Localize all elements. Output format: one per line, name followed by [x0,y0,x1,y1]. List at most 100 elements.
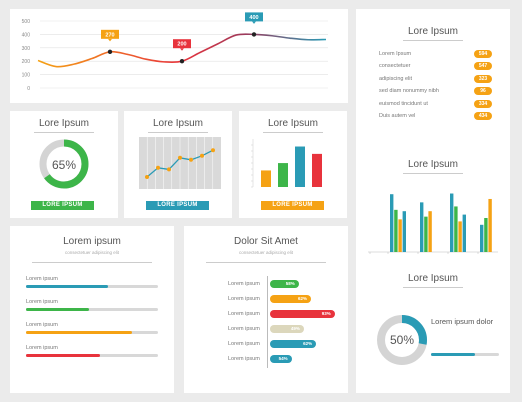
progress-item-label: Lorem ipsum [26,299,58,305]
list-item-label: adipiscing elit [379,75,413,82]
callout-pointer [108,38,112,42]
scatter-card-button[interactable]: LORE IPSUM [146,201,209,210]
bar-card-underline [263,132,323,133]
data-point [200,153,204,158]
progress-track [26,354,158,357]
top-line-chart-card: 500 400 300 200 100 0 270 200 400 [10,9,348,103]
dolor-row-label: Lorem ipsum [228,296,260,302]
bar [488,198,492,252]
bar [484,218,488,252]
progress-track [26,331,158,334]
list-item-value-badge: 334 [474,99,492,108]
list-card: Lore Ipsum Lorem Ipsum 594 consectetuer 547… [356,9,510,393]
data-point [211,148,215,153]
bar [394,209,398,252]
list-item-value-badge: 594 [474,50,492,58]
progress-track [26,285,158,288]
bar [424,216,428,252]
dolor-bar: 62% [270,295,312,303]
bar [450,193,454,252]
callout-box [173,39,191,49]
list-item-label: consectetuer [379,63,411,70]
bar [454,206,458,252]
progress-item-label: Lorem ipsum [26,276,58,282]
data-label: 200 [177,42,186,48]
donut-fill [39,139,89,189]
dolor-row-label: Lorem ipsum [228,326,260,332]
progress-fill [26,285,108,288]
y-tick-label: 500 [22,19,31,25]
progress-item-label: Lorem ipsum [26,322,58,328]
dolor-row-label: Lorem ipsum [228,311,260,317]
bar [458,221,462,252]
donut-card-title: Lore Ipsum [38,118,90,129]
bar [428,211,432,252]
bar [312,153,322,187]
grouped-card-title: Lore Ipsum [407,159,459,170]
bar-card-title: Lore Ipsum [267,118,319,129]
list-item-label: Duis autem vel [379,113,416,119]
bar [261,170,271,187]
ring-card-title: Lore Ipsum [407,273,459,284]
y-tick-label: 300 [22,46,31,52]
donut-chart [39,139,89,189]
dolor-card-underline [206,262,326,263]
bar [462,214,466,252]
dolor-bar-value: 93% [321,311,331,316]
bar [480,224,484,252]
list-item-value-badge: 323 [474,74,492,83]
ring-card-underline [403,287,463,288]
dolor-row-label: Lorem ipsum [228,341,260,347]
grouped-card-underline [403,173,463,174]
list-item-label: Lorem Ipsum [379,51,412,57]
dolor-bar: 62% [270,340,317,348]
donut-value: 65% [51,158,77,172]
dolor-bar-value: 54% [278,356,288,361]
dolor-bar: 54% [270,355,292,363]
list-card-underline [403,40,463,41]
bar [390,194,394,252]
bar [278,163,288,187]
progress-fill [26,354,100,357]
progress-fill [26,308,90,311]
list-item-value-badge: 547 [474,62,492,71]
dolor-row-label: Lorem ipsum [228,281,260,287]
y-tick-label: 0 [27,86,30,92]
dolor-axis [267,276,268,368]
bar-card-button[interactable]: LORE IPSUM [261,201,324,210]
data-point [179,59,185,64]
progress-card-underline [32,262,152,263]
scatter-card: Lore Ipsum LORE IPSUM [124,111,232,218]
list-card-title: Lore Ipsum [407,26,459,37]
ring-chart [377,315,427,365]
progress-fill [26,331,132,334]
data-point [156,165,160,170]
donut-card-button[interactable]: LORE IPSUM [31,201,94,210]
ring-label: Lorem ipsum dolor [431,317,494,326]
progress-track [26,308,158,311]
progress-card-title: Lorem ipsum [63,236,121,247]
data-point [251,32,257,37]
ring-progress-track [431,353,499,356]
dolor-bar-value: 62% [303,341,313,346]
dolor-bar: 49% [270,325,304,333]
list-item-label: euismod tincidunt ut [379,100,428,107]
donut-card: Lore Ipsum 65% LORE IPSUM [10,111,118,218]
dolor-row-label: Lorem ipsum [228,356,260,362]
y-tick-label: 400 [22,32,31,38]
callout-box [101,29,119,39]
dolor-bar-value: 62% [298,296,308,301]
data-point [189,157,193,162]
data-label: 270 [105,32,114,38]
callout-pointer [180,48,184,51]
dolor-bar-value: 49% [290,326,300,331]
progress-item-label: Lorem ipsum [26,345,58,351]
bar [295,146,305,187]
grouped-bar-chart [368,193,498,254]
ring-value: 50% [389,333,415,347]
scatter-line-chart [145,137,215,189]
dolor-bar-value: 58% [285,281,295,286]
data-label: 400 [249,15,258,21]
list-item-value-badge: 96 [474,87,492,96]
scatter-card-title: Lore Ipsum [152,118,204,129]
